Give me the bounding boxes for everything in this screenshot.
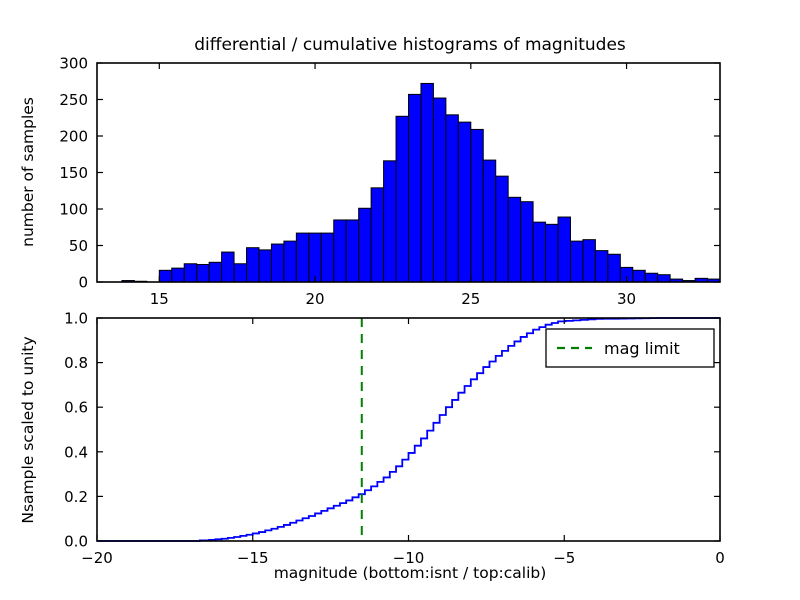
matplotlib-figure: differential / cumulative histograms of … (0, 0, 800, 600)
histogram-bar (222, 252, 234, 282)
histogram-bar (396, 116, 408, 282)
tick-label: 0 (715, 549, 725, 567)
histogram-bar (309, 233, 321, 282)
histogram-bar (446, 115, 458, 282)
chart-title: differential / cumulative histograms of … (194, 35, 626, 55)
tick-label: 0.2 (64, 488, 88, 506)
tick-label: 0.8 (64, 354, 88, 372)
tick-label: 50 (69, 237, 88, 255)
histogram-bar (546, 224, 558, 282)
tick-label: 30 (617, 290, 636, 308)
histogram-bar (658, 275, 670, 282)
histogram-bar (421, 83, 433, 282)
histogram-bar (645, 273, 657, 282)
histogram-bar (184, 264, 196, 282)
top-y-axis-label: number of samples (19, 97, 37, 247)
histogram-bar (433, 98, 445, 282)
histogram-bar (533, 222, 545, 282)
histogram-bar (409, 94, 421, 282)
bottom-y-axis-label: Nsample scaled to unity (19, 336, 37, 523)
tick-label: 200 (59, 128, 88, 146)
histogram-bar (209, 262, 221, 282)
tick-label: 250 (59, 91, 88, 109)
histogram-bar (284, 241, 296, 282)
histogram-bar (359, 208, 371, 282)
tick-label: 0.4 (64, 443, 88, 461)
histogram-bar (608, 254, 620, 282)
histogram-bar (521, 202, 533, 282)
histogram-bar (496, 176, 508, 282)
histogram-bar (296, 233, 308, 282)
tick-label: 100 (59, 201, 88, 219)
tick-label: 0.6 (64, 399, 88, 417)
histogram-bar (247, 248, 259, 282)
x-axis-label: magnitude (bottom:isnt / top:calib) (274, 564, 547, 582)
bottom-panel: 0.00.20.40.60.81.0 −20−15−10−50 Nsample … (19, 310, 725, 583)
histogram-bar (321, 233, 333, 282)
tick-label: −20 (81, 549, 113, 567)
histogram-bar (197, 264, 209, 282)
histogram-bar (595, 251, 607, 282)
histogram-bar (159, 270, 171, 282)
tick-label: 300 (59, 55, 88, 73)
histogram-bar (371, 188, 383, 282)
histogram-bar (172, 268, 184, 282)
histogram-bar (458, 122, 470, 282)
histogram-bar (471, 129, 483, 282)
histogram-bar (570, 241, 582, 282)
histogram-bar (271, 244, 283, 282)
tick-label: 150 (59, 164, 88, 182)
tick-label: 0 (78, 274, 88, 292)
histogram-bar (259, 250, 271, 282)
histogram-bar (384, 161, 396, 282)
tick-label: −15 (237, 549, 269, 567)
histogram-bar (508, 197, 520, 282)
histogram-bar (633, 270, 645, 282)
histogram-bar (558, 217, 570, 282)
histogram-bar (346, 220, 358, 282)
legend-label-mag-limit: mag limit (604, 339, 680, 358)
tick-label: −5 (553, 549, 575, 567)
histogram-bar (334, 220, 346, 282)
histogram-bar (234, 264, 246, 282)
tick-label: 15 (150, 290, 169, 308)
tick-label: 25 (461, 290, 480, 308)
tick-label: 20 (306, 290, 325, 308)
histogram-bar (583, 240, 595, 282)
top-panel: differential / cumulative histograms of … (19, 35, 720, 308)
histogram-bar (483, 160, 495, 282)
legend[interactable]: mag limit (546, 329, 714, 367)
figure-canvas: differential / cumulative histograms of … (0, 0, 800, 600)
tick-label: 0.0 (64, 533, 88, 551)
tick-label: 1.0 (64, 310, 88, 328)
